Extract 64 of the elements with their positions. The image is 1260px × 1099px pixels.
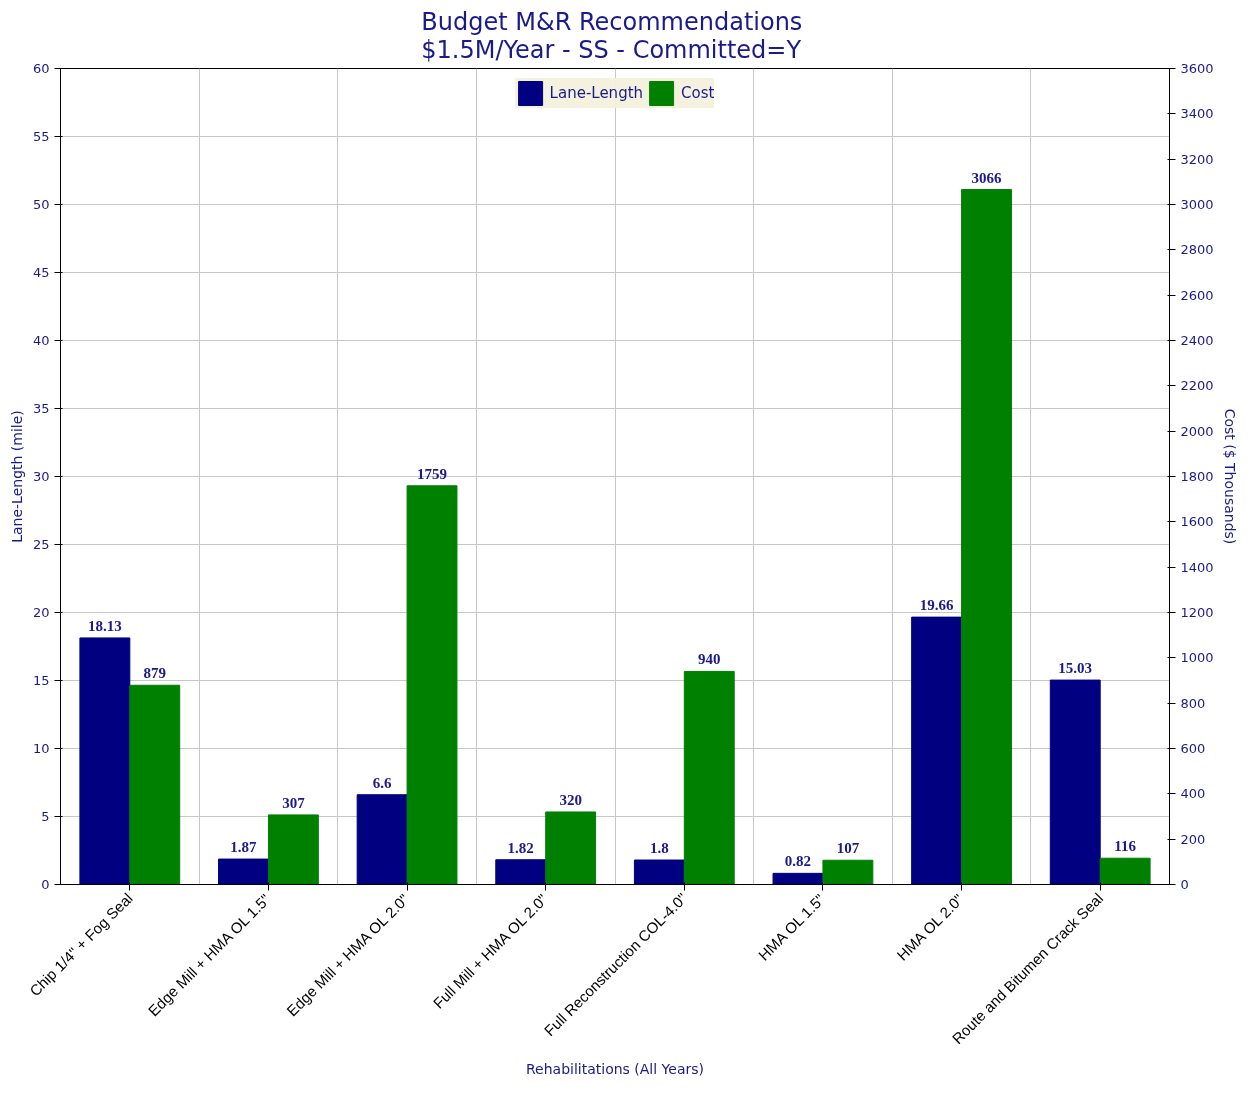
- y2-tick-label: 3600: [1180, 61, 1214, 76]
- y2-tick-label: 1800: [1180, 469, 1214, 484]
- data-label: 320: [559, 791, 582, 808]
- y2-tick-label: 200: [1180, 831, 1206, 847]
- bar: [406, 485, 458, 885]
- y2-tick-label: 3400: [1180, 106, 1214, 122]
- y2-tick-label: 2600: [1180, 287, 1214, 303]
- y-tick-label: 35: [32, 401, 50, 416]
- bar: [822, 859, 874, 885]
- y-tick-label: 50: [32, 197, 50, 212]
- bar: [267, 814, 319, 885]
- data-label: 1759: [417, 465, 448, 482]
- y-tick-label: 60: [32, 61, 50, 76]
- y2-tick-label: 0: [1180, 877, 1189, 892]
- data-label: 1.87: [230, 839, 258, 856]
- y2-tick-label: 1400: [1180, 559, 1214, 575]
- y2-tick-label: 800: [1180, 695, 1206, 711]
- y2-tick-label: 1000: [1180, 650, 1214, 666]
- data-label: 6.6: [372, 774, 392, 791]
- bar: [683, 670, 735, 885]
- bar: [633, 859, 685, 885]
- y2-tick-label: 2000: [1180, 423, 1214, 439]
- data-label: 15.03: [1058, 660, 1093, 677]
- legend-label: Cost: [681, 84, 715, 102]
- data-label: 19.66: [919, 597, 954, 614]
- y-tick-label: 55: [32, 129, 50, 144]
- y-tick-label: 20: [32, 605, 50, 620]
- bar: [961, 189, 1012, 885]
- data-label: 3066: [971, 169, 1003, 186]
- y2-axis-title: Cost ($ Thousands): [1221, 408, 1238, 545]
- y-tick-label: 0: [41, 877, 50, 892]
- legend-label: Lane-Length: [549, 84, 644, 102]
- y2-tick-label: 2200: [1180, 378, 1214, 394]
- data-label: 307: [282, 794, 306, 811]
- y2-tick-label: 3000: [1180, 197, 1214, 212]
- data-label: 940: [698, 651, 721, 668]
- y-tick-label: 10: [32, 741, 50, 756]
- y2-tick-label: 2400: [1180, 333, 1214, 348]
- y-tick-label: 45: [32, 265, 50, 280]
- y-axis-title: Lane-Length (mile): [8, 410, 25, 543]
- y2-tick-label: 400: [1180, 786, 1206, 802]
- bar: [1049, 679, 1101, 885]
- bar: [545, 811, 597, 885]
- data-label: 1.8: [649, 840, 669, 857]
- data-label: 107: [836, 840, 860, 857]
- chart-title: Budget M&R Recommendations $1.5M/Year - SS - Committed=Y: [421, 7, 803, 64]
- y-tick-label: 15: [32, 673, 50, 688]
- data-label: 879: [143, 665, 167, 682]
- data-label: 116: [1114, 838, 1137, 855]
- y-tick-label: 40: [32, 333, 50, 348]
- y-tick-label: 30: [32, 469, 50, 484]
- data-label: 18.13: [87, 617, 122, 634]
- y-tick-label: 25: [32, 537, 50, 552]
- bar: [356, 794, 408, 885]
- data-label: 1.82: [507, 839, 534, 856]
- y2-tick-label: 1200: [1180, 605, 1214, 620]
- bar: [1099, 857, 1151, 885]
- y2-tick-label: 2800: [1180, 242, 1214, 258]
- y2-tick-label: 3200: [1180, 151, 1214, 167]
- y-tick-label: 5: [41, 809, 50, 824]
- y2-tick-label: 600: [1180, 741, 1206, 756]
- data-label: 0.82: [784, 853, 812, 870]
- x-axis-title: Rehabilitations (All Years): [525, 1061, 705, 1078]
- y2-tick-label: 1600: [1180, 514, 1214, 530]
